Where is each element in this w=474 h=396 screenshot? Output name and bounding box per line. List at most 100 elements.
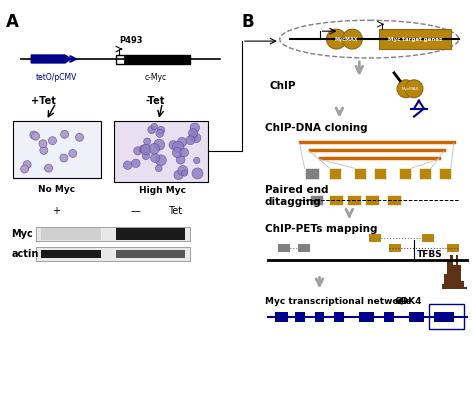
Circle shape [177,137,187,147]
Circle shape [191,133,201,143]
Text: CDK4: CDK4 [394,297,421,306]
Bar [298,244,310,251]
Bar [399,168,411,179]
Circle shape [61,130,69,138]
Bar [447,244,459,251]
Text: -Tet: -Tet [146,96,165,106]
Circle shape [192,168,203,179]
Circle shape [45,164,53,172]
Circle shape [60,154,68,162]
Text: ChIP: ChIP [270,81,296,91]
Text: ChIP-PETs mapping: ChIP-PETs mapping [265,224,377,234]
Bar [379,29,451,49]
Text: —: — [131,206,140,216]
Bar [41,228,101,240]
Circle shape [173,147,182,158]
Bar [329,195,343,205]
Circle shape [176,155,185,164]
Circle shape [141,144,151,155]
Text: A: A [6,13,19,31]
Bar [36,227,190,241]
Circle shape [397,80,415,98]
Text: +: + [52,206,60,216]
Bar [36,247,190,261]
Circle shape [40,147,48,154]
FancyArrow shape [31,55,71,63]
Text: Tet: Tet [168,206,182,216]
Bar [116,228,185,240]
Bar [369,234,381,242]
Text: P493: P493 [119,36,142,45]
Circle shape [342,29,362,49]
Text: +Tet: +Tet [31,96,56,106]
Circle shape [156,129,164,137]
Text: B: B [242,13,255,31]
Bar [278,244,290,251]
Bar [450,255,453,289]
Circle shape [173,141,184,153]
Bar [347,195,361,205]
Text: tetO/pCMV: tetO/pCMV [36,73,77,82]
Bar [422,234,434,242]
Circle shape [189,133,198,141]
Text: No Myc: No Myc [37,185,74,194]
Bar [359,312,374,322]
Circle shape [139,145,147,153]
Bar [439,168,451,179]
Bar [41,249,101,257]
Circle shape [148,126,155,133]
Bar [335,312,345,322]
Circle shape [75,133,83,141]
Bar [114,120,208,182]
Circle shape [23,161,31,169]
Text: actin: actin [11,249,39,259]
Bar [116,55,190,64]
Circle shape [151,123,157,130]
Circle shape [405,80,423,98]
Circle shape [142,152,150,160]
Bar [389,244,401,251]
Bar [445,274,447,289]
Circle shape [69,149,77,158]
Circle shape [157,126,165,134]
Text: ChIP-DNA cloning: ChIP-DNA cloning [265,122,367,133]
Bar [310,195,323,205]
Circle shape [155,155,166,166]
Circle shape [134,147,142,155]
Bar [461,282,464,289]
Circle shape [144,138,151,145]
Circle shape [327,29,346,49]
Bar [419,168,431,179]
Bar [442,284,445,289]
Circle shape [48,137,56,145]
Bar [464,287,466,289]
Bar [365,195,379,205]
Circle shape [174,171,183,180]
Bar [116,249,185,257]
Circle shape [182,170,188,176]
Bar [434,312,454,322]
Circle shape [21,165,28,173]
Bar [315,312,325,322]
Bar [387,195,401,205]
Circle shape [169,141,178,149]
Text: High Myc: High Myc [139,186,186,195]
Circle shape [178,166,188,175]
Circle shape [190,123,200,133]
Circle shape [186,136,195,145]
Bar [275,312,288,322]
Text: MycMAX: MycMAX [335,36,358,42]
Bar [354,168,366,179]
Bar [329,168,341,179]
Bar [384,312,394,322]
Bar [295,312,305,322]
Circle shape [39,140,47,148]
Bar [305,168,319,179]
Circle shape [154,139,164,150]
Text: c-Myc: c-Myc [145,73,166,82]
Bar [458,265,461,289]
Text: Paired end
ditagging: Paired end ditagging [265,185,328,207]
Text: Myc: Myc [11,229,33,239]
Circle shape [180,148,189,157]
Bar [124,55,190,64]
